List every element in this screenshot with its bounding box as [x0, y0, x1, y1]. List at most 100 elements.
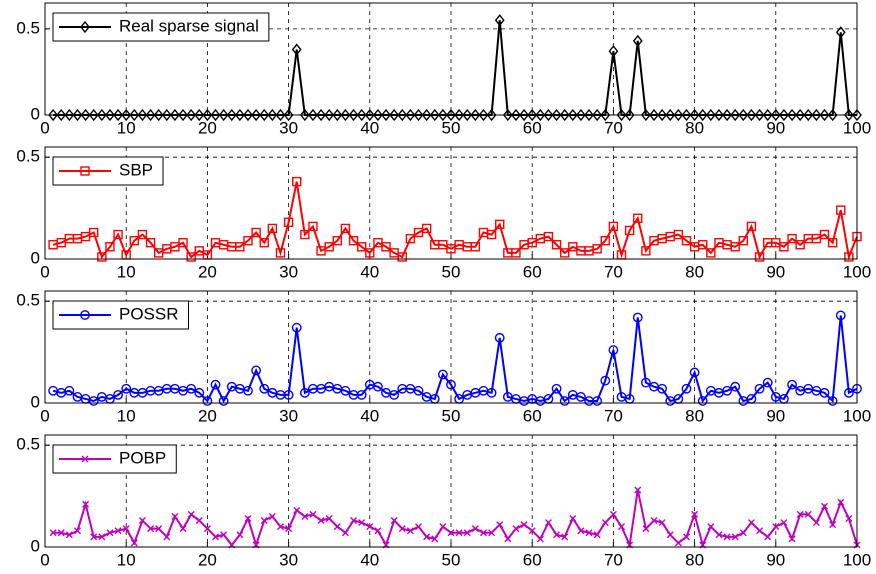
- marker: [187, 510, 195, 518]
- marker: [333, 523, 341, 531]
- marker: [463, 529, 471, 537]
- marker: [657, 383, 668, 394]
- marker: [210, 108, 221, 122]
- marker: [559, 396, 570, 406]
- x-tick-label: 80: [685, 550, 704, 569]
- marker: [584, 108, 594, 122]
- marker: [519, 108, 529, 122]
- marker: [609, 510, 617, 518]
- y-tick-label: 0: [31, 392, 40, 411]
- marker: [577, 527, 585, 535]
- marker: [243, 385, 253, 396]
- marker: [488, 529, 496, 537]
- marker: [787, 233, 797, 244]
- marker: [170, 108, 180, 122]
- marker: [275, 248, 286, 258]
- marker: [186, 383, 197, 394]
- marker: [186, 108, 197, 122]
- marker: [88, 396, 99, 406]
- marker: [722, 385, 732, 396]
- marker: [80, 108, 91, 122]
- marker: [398, 525, 406, 533]
- marker: [835, 310, 846, 321]
- marker: [689, 108, 700, 122]
- marker: [746, 108, 757, 122]
- marker: [243, 235, 253, 246]
- x-tick-label: 20: [198, 406, 217, 425]
- marker: [705, 108, 716, 122]
- marker: [236, 531, 244, 539]
- marker: [478, 108, 489, 122]
- marker: [811, 108, 822, 122]
- marker: [373, 108, 383, 122]
- legend: POBP: [52, 444, 177, 474]
- marker: [535, 108, 546, 122]
- marker: [114, 527, 122, 535]
- marker: [80, 310, 90, 320]
- marker: [218, 396, 229, 406]
- marker: [291, 322, 302, 333]
- marker: [194, 387, 205, 398]
- marker: [275, 108, 286, 122]
- x-tick-label: 20: [198, 262, 217, 281]
- marker: [804, 510, 812, 518]
- marker: [812, 519, 820, 527]
- marker: [730, 242, 740, 252]
- marker: [640, 108, 651, 122]
- x-tick-label: 30: [279, 118, 298, 137]
- x-tick-label: 90: [766, 262, 785, 281]
- marker: [292, 176, 302, 187]
- x-tick-label: 20: [198, 118, 217, 137]
- marker: [691, 510, 699, 518]
- plot-frame: [44, 146, 858, 260]
- marker: [827, 108, 838, 122]
- marker: [358, 519, 366, 527]
- marker: [551, 108, 562, 122]
- marker: [512, 525, 520, 533]
- marker: [397, 108, 408, 122]
- marker: [681, 108, 692, 122]
- marker: [113, 389, 123, 400]
- marker: [640, 377, 651, 388]
- y-tick-label: 0: [31, 536, 40, 555]
- marker: [446, 379, 456, 390]
- subplot: 0 10 20 30 40 50 60 70 80 90 100 0 0.5 POBP: [16, 434, 871, 569]
- marker: [592, 244, 602, 254]
- marker: [600, 375, 611, 386]
- legend: SBP: [52, 156, 164, 186]
- marker: [585, 529, 593, 537]
- marker: [96, 108, 107, 122]
- x-tick-label: 70: [604, 262, 623, 281]
- marker: [561, 533, 569, 541]
- marker: [106, 529, 114, 537]
- marker: [520, 521, 528, 529]
- marker: [243, 108, 253, 122]
- plot-frame: [44, 434, 858, 548]
- marker: [494, 332, 505, 343]
- marker: [796, 510, 804, 518]
- marker: [437, 108, 448, 122]
- legend-label: POBP: [119, 448, 166, 467]
- marker: [471, 525, 479, 533]
- marker: [592, 396, 603, 406]
- marker: [779, 108, 789, 122]
- x-tick-label: 50: [442, 262, 461, 281]
- marker: [186, 252, 196, 262]
- marker: [697, 396, 708, 406]
- marker: [608, 345, 619, 355]
- legend-label: POSSR: [119, 304, 179, 323]
- marker: [341, 529, 349, 537]
- x-tick-label: 0: [40, 262, 49, 281]
- marker: [437, 369, 448, 380]
- marker: [697, 108, 708, 122]
- y-tick-label: 0: [31, 104, 40, 123]
- marker: [90, 533, 98, 541]
- marker: [340, 223, 351, 234]
- marker: [616, 108, 627, 122]
- y-tick-label: 0: [31, 248, 40, 267]
- marker: [827, 238, 838, 248]
- x-tick-label: 10: [117, 118, 136, 137]
- marker: [429, 108, 440, 122]
- marker: [212, 533, 220, 541]
- marker: [348, 108, 359, 122]
